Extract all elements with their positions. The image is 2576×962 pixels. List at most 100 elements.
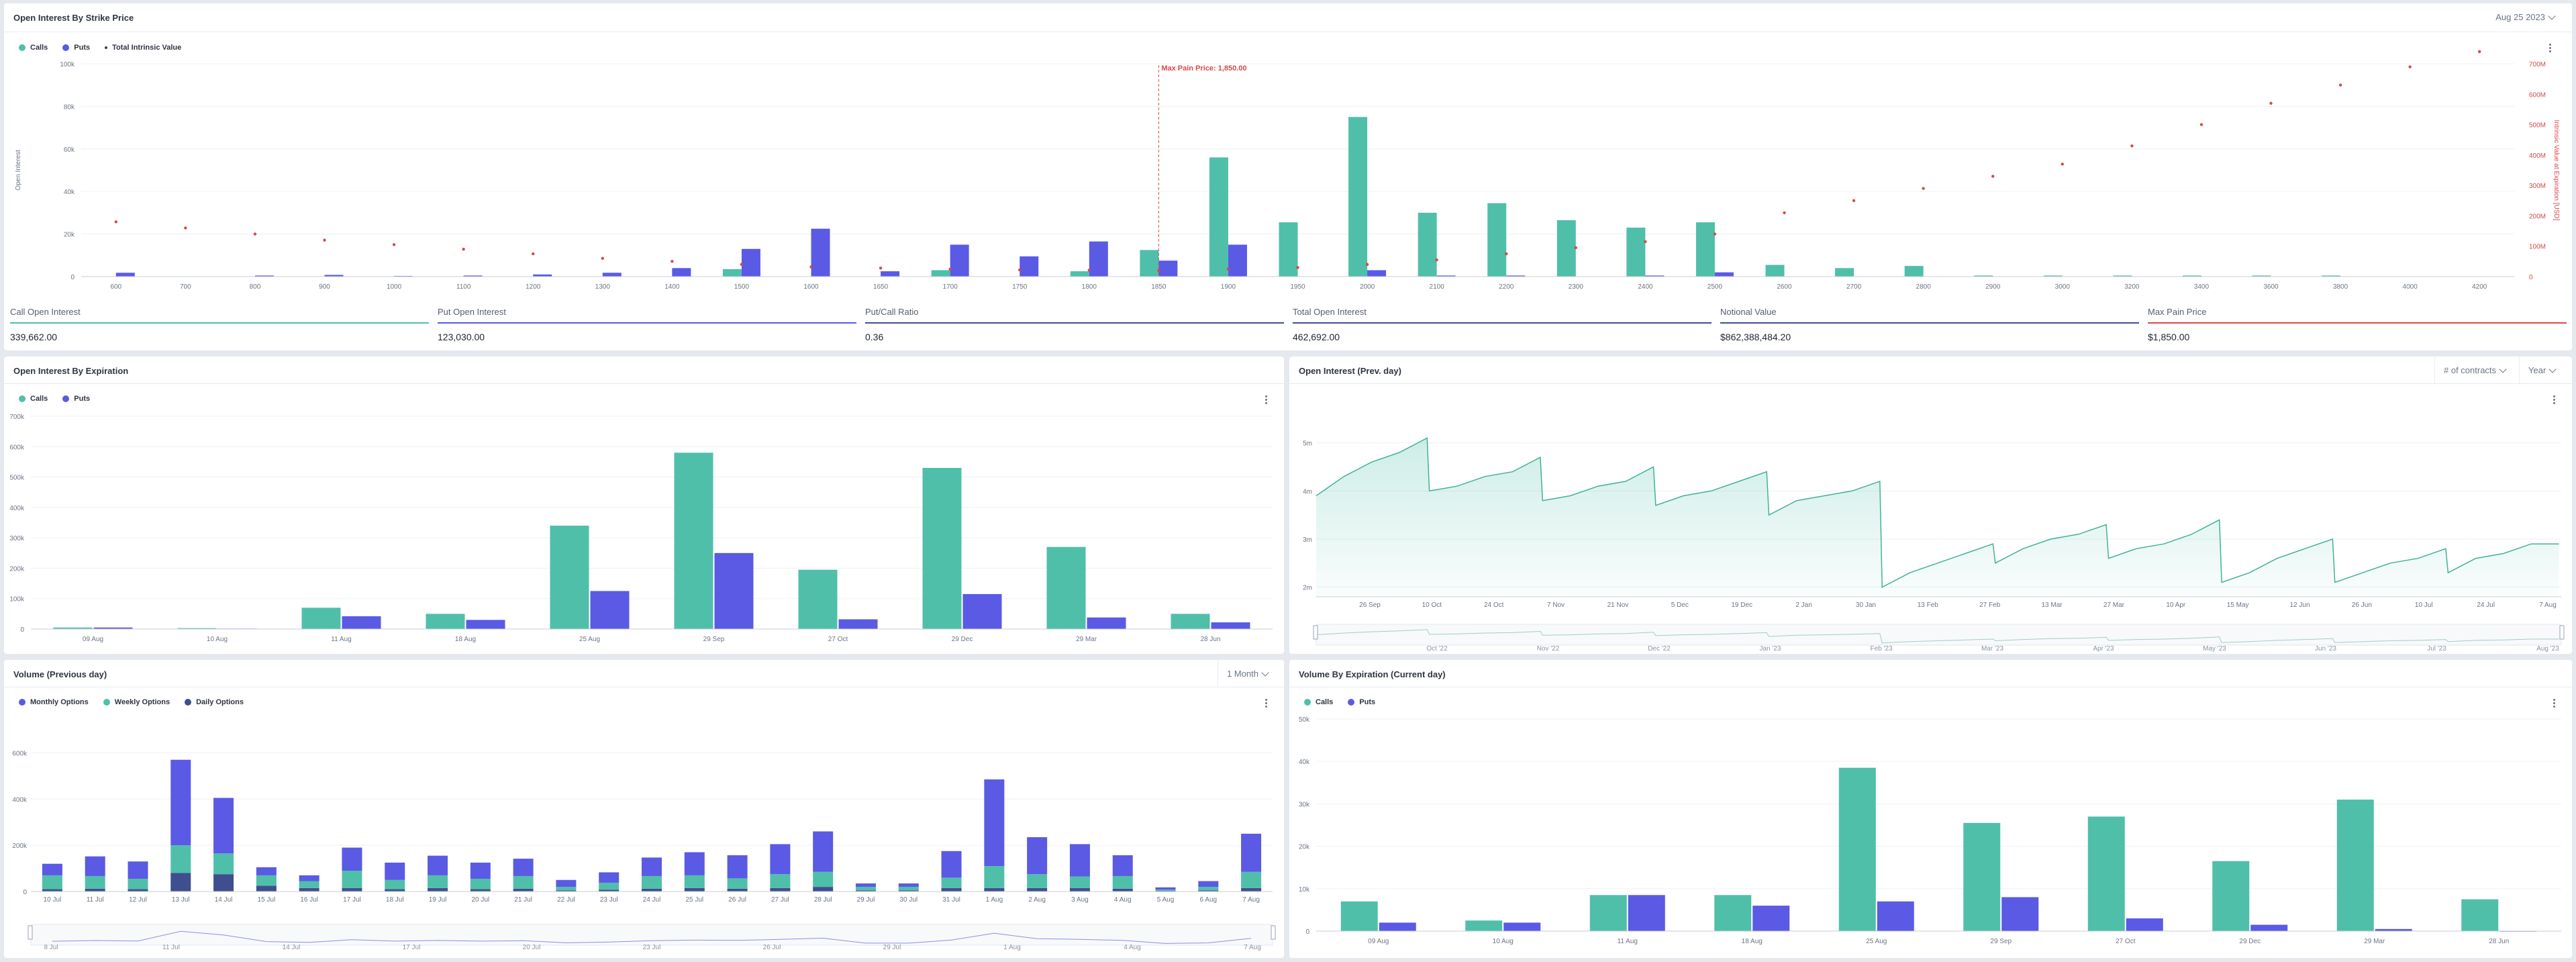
legend-intrinsic[interactable]: Total Intrinsic Value <box>105 44 181 52</box>
chart-legend: Calls Puts <box>1304 698 1375 706</box>
x-tick-label: 24 Oct <box>1484 602 1504 609</box>
calls-bar <box>1626 228 1646 277</box>
y-tick-label: 40k <box>1299 759 1310 766</box>
monthly-bar <box>556 879 577 887</box>
y-tick-label: 10k <box>1299 886 1310 894</box>
stat-put-oi: Put Open Interest 123,030.00 <box>438 307 856 342</box>
intrinsic-point <box>1087 269 1091 272</box>
x-tick-label: 11 Aug <box>331 636 351 643</box>
y2-tick-label: 600M <box>2529 91 2546 99</box>
legend-daily[interactable]: Daily Options <box>185 698 244 706</box>
x-tick-label: 1100 <box>456 283 471 291</box>
y-tick-label: 3m <box>1303 536 1312 544</box>
y-tick-label: 2m <box>1303 585 1312 592</box>
puts-bar <box>93 627 133 629</box>
x-tick-label: 2200 <box>1499 283 1514 291</box>
unit-select[interactable]: # of contracts <box>2444 365 2507 375</box>
x-tick-label: 29 Mar <box>2364 938 2385 945</box>
puts-bar <box>342 616 381 629</box>
navigator-tick-label: 23 Jul <box>643 944 661 951</box>
monthly-bar <box>299 875 319 881</box>
chart-menu-button[interactable] <box>1265 394 1268 405</box>
y-tick-label: 700k <box>9 414 25 421</box>
navigator-tick-label: 11 Jul <box>162 944 180 951</box>
monthly-bar <box>128 861 148 879</box>
navigator-line <box>52 930 1252 944</box>
daily-bar <box>256 885 277 892</box>
oi-area-fill <box>1316 438 2559 597</box>
legend-puts[interactable]: Puts <box>1348 698 1375 706</box>
weekly-bar <box>470 879 491 889</box>
oi-prev-day-panel: Open Interest (Prev. day) # of contracts… <box>1289 356 2572 654</box>
oi-by-strike-panel: Open Interest By Strike Price Aug 25 202… <box>4 3 2572 350</box>
puts-bar <box>2126 918 2163 931</box>
puts-bar <box>533 274 552 277</box>
strike-chart: 0 20k 40k 60k 80k 100k 0 100M 200M 300M 400M 500M 60… <box>15 50 2560 291</box>
legend-calls[interactable]: Calls <box>19 395 48 403</box>
calls-bar <box>1487 203 1507 277</box>
chart-menu-button[interactable] <box>2549 42 2552 54</box>
daily-bar <box>42 889 62 892</box>
x-tick-label: 20 Jul <box>471 896 489 904</box>
chart-menu-button[interactable] <box>2553 394 2556 405</box>
monthly-bar <box>855 883 876 887</box>
intrinsic-point <box>1644 240 1647 244</box>
volume-by-expiration-panel: Volume By Expiration (Current day) Calls… <box>1289 660 2572 958</box>
x-tick-label: 18 Jul <box>386 896 404 904</box>
legend-puts[interactable]: Puts <box>62 44 90 52</box>
x-tick-label: 2 Aug <box>1028 896 1046 904</box>
daily-bar <box>556 890 577 892</box>
calls-bar <box>2043 275 2063 277</box>
weekly-bar <box>342 871 362 888</box>
daily-bar <box>941 887 962 892</box>
x-tick-label: 10 Aug <box>1493 938 1514 945</box>
y-tick-label: 60k <box>64 146 75 154</box>
x-tick-label: 1750 <box>1012 283 1028 291</box>
puts-bar <box>1089 241 1108 277</box>
daily-bar <box>1112 888 1133 892</box>
range-select[interactable]: 1 Month <box>1227 668 1269 679</box>
daily-bar <box>1027 887 1048 892</box>
weekly-bar <box>513 875 534 889</box>
legend-calls[interactable]: Calls <box>19 44 48 52</box>
legend-weekly[interactable]: Weekly Options <box>103 698 170 706</box>
calls-dot-icon <box>1304 699 1311 706</box>
weekly-bar <box>941 877 962 888</box>
y-tick-label: 80k <box>64 103 75 111</box>
calls-bar <box>2182 275 2201 277</box>
calls-bar <box>922 467 962 629</box>
puts-bar <box>1158 260 1178 277</box>
range-select[interactable]: Year <box>2528 365 2557 375</box>
calls-bar <box>2212 861 2250 931</box>
puts-bar <box>741 248 760 277</box>
y2-tick-label: 0 <box>2529 274 2533 281</box>
x-tick-label: 3800 <box>2333 283 2348 291</box>
expiration-date-select[interactable]: Aug 25 2023 <box>2495 11 2556 22</box>
monthly-bar <box>1155 887 1176 890</box>
expiration-chart: 0 100k 200k 300k 400k 500k 600k 700k 09 Aug 10 Au… <box>9 414 1273 643</box>
x-tick-label: 29 Sep <box>1990 938 2012 945</box>
y-tick-label: 400k <box>9 505 25 512</box>
weekly-bar <box>1112 875 1133 889</box>
calls-bar <box>550 526 589 629</box>
chart-menu-button[interactable] <box>1265 698 1268 709</box>
puts-bar <box>1506 275 1526 277</box>
oi-area-chart: 2m 3m 4m 5m 26 Sep 10 Oct 24 Oct 7 Nov 21 Nov 5 D… <box>1303 437 2565 653</box>
stat-label: Put/Call Ratio <box>865 307 919 317</box>
x-tick-label: 17 Jul <box>343 896 361 904</box>
monthly-bar <box>1027 837 1048 875</box>
x-tick-label: 19 Jul <box>429 896 447 904</box>
x-tick-label: 09 Aug <box>1368 938 1389 945</box>
puts-bar <box>115 273 135 277</box>
legend-monthly[interactable]: Monthly Options <box>19 698 89 706</box>
navigator-tick-label: 20 Jul <box>523 944 541 951</box>
daily-bar <box>727 888 748 892</box>
chart-menu-button[interactable] <box>2553 698 2556 709</box>
legend-calls[interactable]: Calls <box>1304 698 1333 706</box>
x-tick-label: 2600 <box>1777 283 1792 291</box>
volume-expiration-chart: 0 10k 20k 30k 40k 50k 09 Aug 10 Aug 11 Aug 18 Aug… <box>1299 716 2561 945</box>
stat-value: 339,662.00 <box>10 332 58 342</box>
calls-bar <box>2461 899 2499 931</box>
x-tick-label: 13 Jul <box>172 896 190 904</box>
legend-puts[interactable]: Puts <box>62 395 90 403</box>
